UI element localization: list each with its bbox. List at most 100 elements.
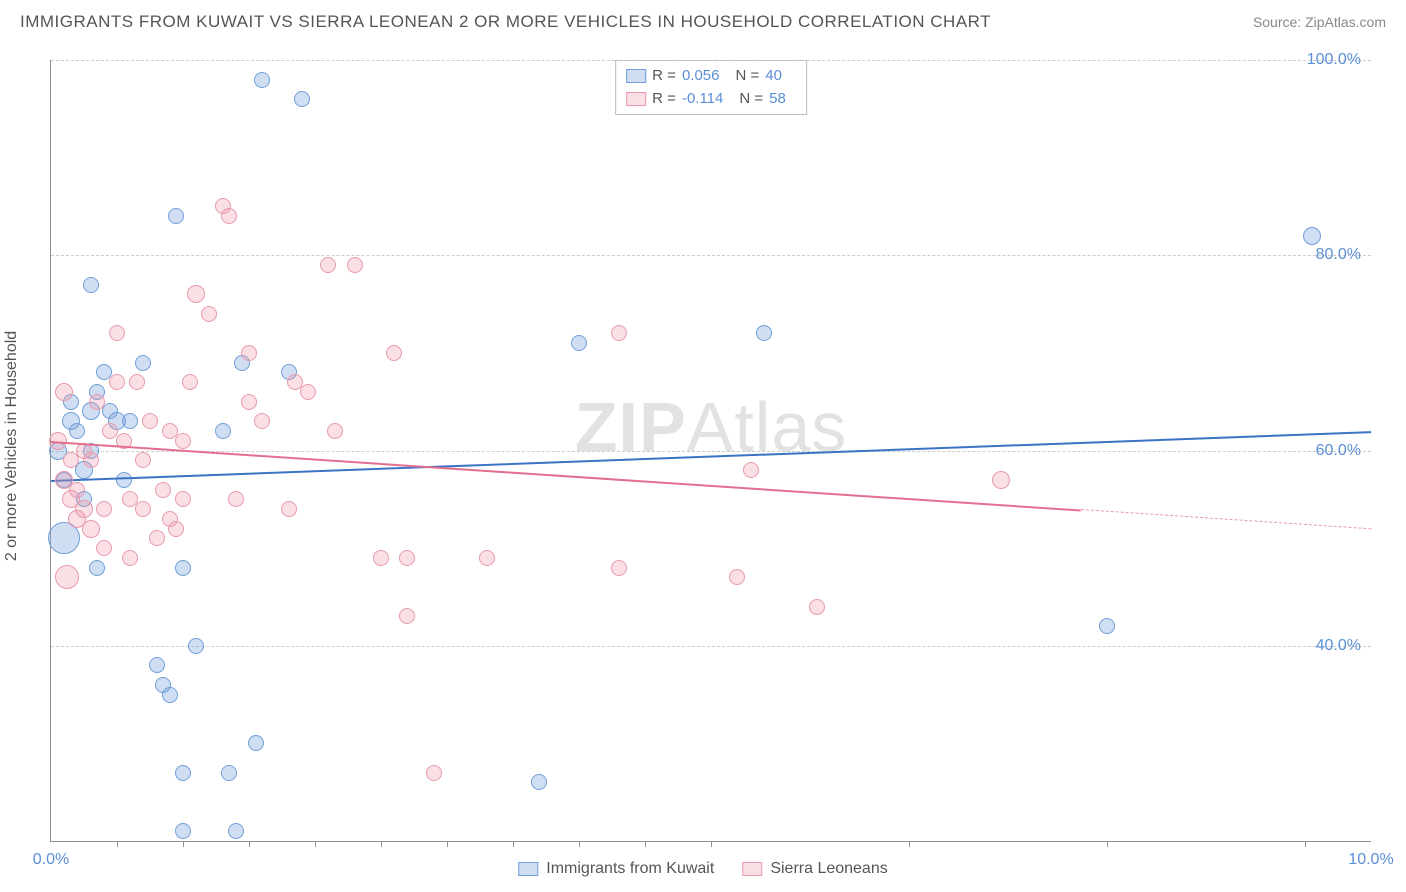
data-point — [809, 599, 825, 615]
data-point — [96, 501, 112, 517]
data-point — [69, 482, 85, 498]
x-tick-mark — [381, 841, 382, 847]
data-point — [142, 413, 158, 429]
legend-series-item: Immigrants from Kuwait — [518, 860, 714, 878]
data-point — [228, 491, 244, 507]
data-point — [743, 462, 759, 478]
legend-series-item: Sierra Leoneans — [742, 860, 887, 878]
gridline-h — [51, 255, 1371, 256]
data-point — [187, 285, 205, 303]
data-point — [75, 500, 93, 518]
x-tick-label: 0.0% — [33, 851, 69, 869]
data-point — [89, 394, 105, 410]
data-point — [254, 413, 270, 429]
data-point — [992, 471, 1010, 489]
data-point — [571, 335, 587, 351]
data-point — [221, 765, 237, 781]
data-point — [347, 257, 363, 273]
gridline-h — [51, 646, 1371, 647]
x-tick-mark — [1107, 841, 1108, 847]
data-point — [300, 384, 316, 400]
series-legend: Immigrants from Kuwait Sierra Leoneans — [518, 860, 887, 878]
data-point — [149, 657, 165, 673]
trend-line — [1081, 509, 1371, 529]
data-point — [756, 325, 772, 341]
data-point — [168, 521, 184, 537]
data-point — [168, 208, 184, 224]
x-tick-mark — [117, 841, 118, 847]
data-point — [82, 520, 100, 538]
x-tick-mark — [249, 841, 250, 847]
x-tick-mark — [909, 841, 910, 847]
x-tick-mark — [447, 841, 448, 847]
legend-swatch — [626, 92, 646, 106]
data-point — [479, 550, 495, 566]
data-point — [155, 482, 171, 498]
data-point — [531, 774, 547, 790]
data-point — [1303, 227, 1321, 245]
data-point — [96, 540, 112, 556]
x-tick-mark — [579, 841, 580, 847]
data-point — [55, 383, 73, 401]
x-tick-mark — [315, 841, 316, 847]
data-point — [149, 530, 165, 546]
data-point — [175, 433, 191, 449]
x-tick-mark — [711, 841, 712, 847]
chart-header: IMMIGRANTS FROM KUWAIT VS SIERRA LEONEAN… — [0, 0, 1406, 40]
data-point — [69, 423, 85, 439]
y-tick-label: 80.0% — [1316, 246, 1361, 264]
data-point — [1099, 618, 1115, 634]
data-point — [320, 257, 336, 273]
data-point — [122, 413, 138, 429]
data-point — [175, 765, 191, 781]
x-tick-mark — [183, 841, 184, 847]
legend-series-label: Sierra Leoneans — [770, 860, 887, 878]
data-point — [248, 735, 264, 751]
data-point — [55, 565, 79, 589]
legend-swatch — [742, 862, 762, 876]
data-point — [188, 638, 204, 654]
data-point — [83, 452, 99, 468]
data-point — [135, 452, 151, 468]
legend-swatch — [518, 862, 538, 876]
x-tick-mark — [645, 841, 646, 847]
x-tick-mark — [513, 841, 514, 847]
legend-swatch — [626, 69, 646, 83]
y-axis-label: 2 or more Vehicles in Household — [3, 331, 21, 561]
chart-source: Source: ZipAtlas.com — [1253, 14, 1386, 30]
data-point — [135, 355, 151, 371]
data-point — [294, 91, 310, 107]
legend-stat-row: R =0.056N =40 — [626, 65, 796, 88]
data-point — [611, 325, 627, 341]
data-point — [327, 423, 343, 439]
data-point — [89, 560, 105, 576]
data-point — [426, 765, 442, 781]
gridline-h — [51, 60, 1371, 61]
data-point — [281, 501, 297, 517]
data-point — [175, 491, 191, 507]
y-tick-label: 100.0% — [1307, 51, 1361, 69]
correlation-legend: R =0.056N =40R =-0.114N =58 — [615, 60, 807, 115]
data-point — [109, 325, 125, 341]
data-point — [175, 823, 191, 839]
data-point — [399, 608, 415, 624]
data-point — [135, 501, 151, 517]
data-point — [241, 394, 257, 410]
y-tick-label: 60.0% — [1316, 442, 1361, 460]
data-point — [182, 374, 198, 390]
data-point — [175, 560, 191, 576]
data-point — [729, 569, 745, 585]
chart-title: IMMIGRANTS FROM KUWAIT VS SIERRA LEONEAN… — [20, 12, 991, 32]
data-point — [162, 687, 178, 703]
data-point — [83, 277, 99, 293]
data-point — [221, 208, 237, 224]
data-point — [116, 472, 132, 488]
data-point — [241, 345, 257, 361]
data-point — [122, 550, 138, 566]
data-point — [215, 423, 231, 439]
data-point — [254, 72, 270, 88]
data-point — [611, 560, 627, 576]
scatter-chart: ZIPAtlas R =0.056N =40R =-0.114N =58 40.… — [50, 60, 1371, 842]
y-tick-label: 40.0% — [1316, 637, 1361, 655]
gridline-h — [51, 451, 1371, 452]
